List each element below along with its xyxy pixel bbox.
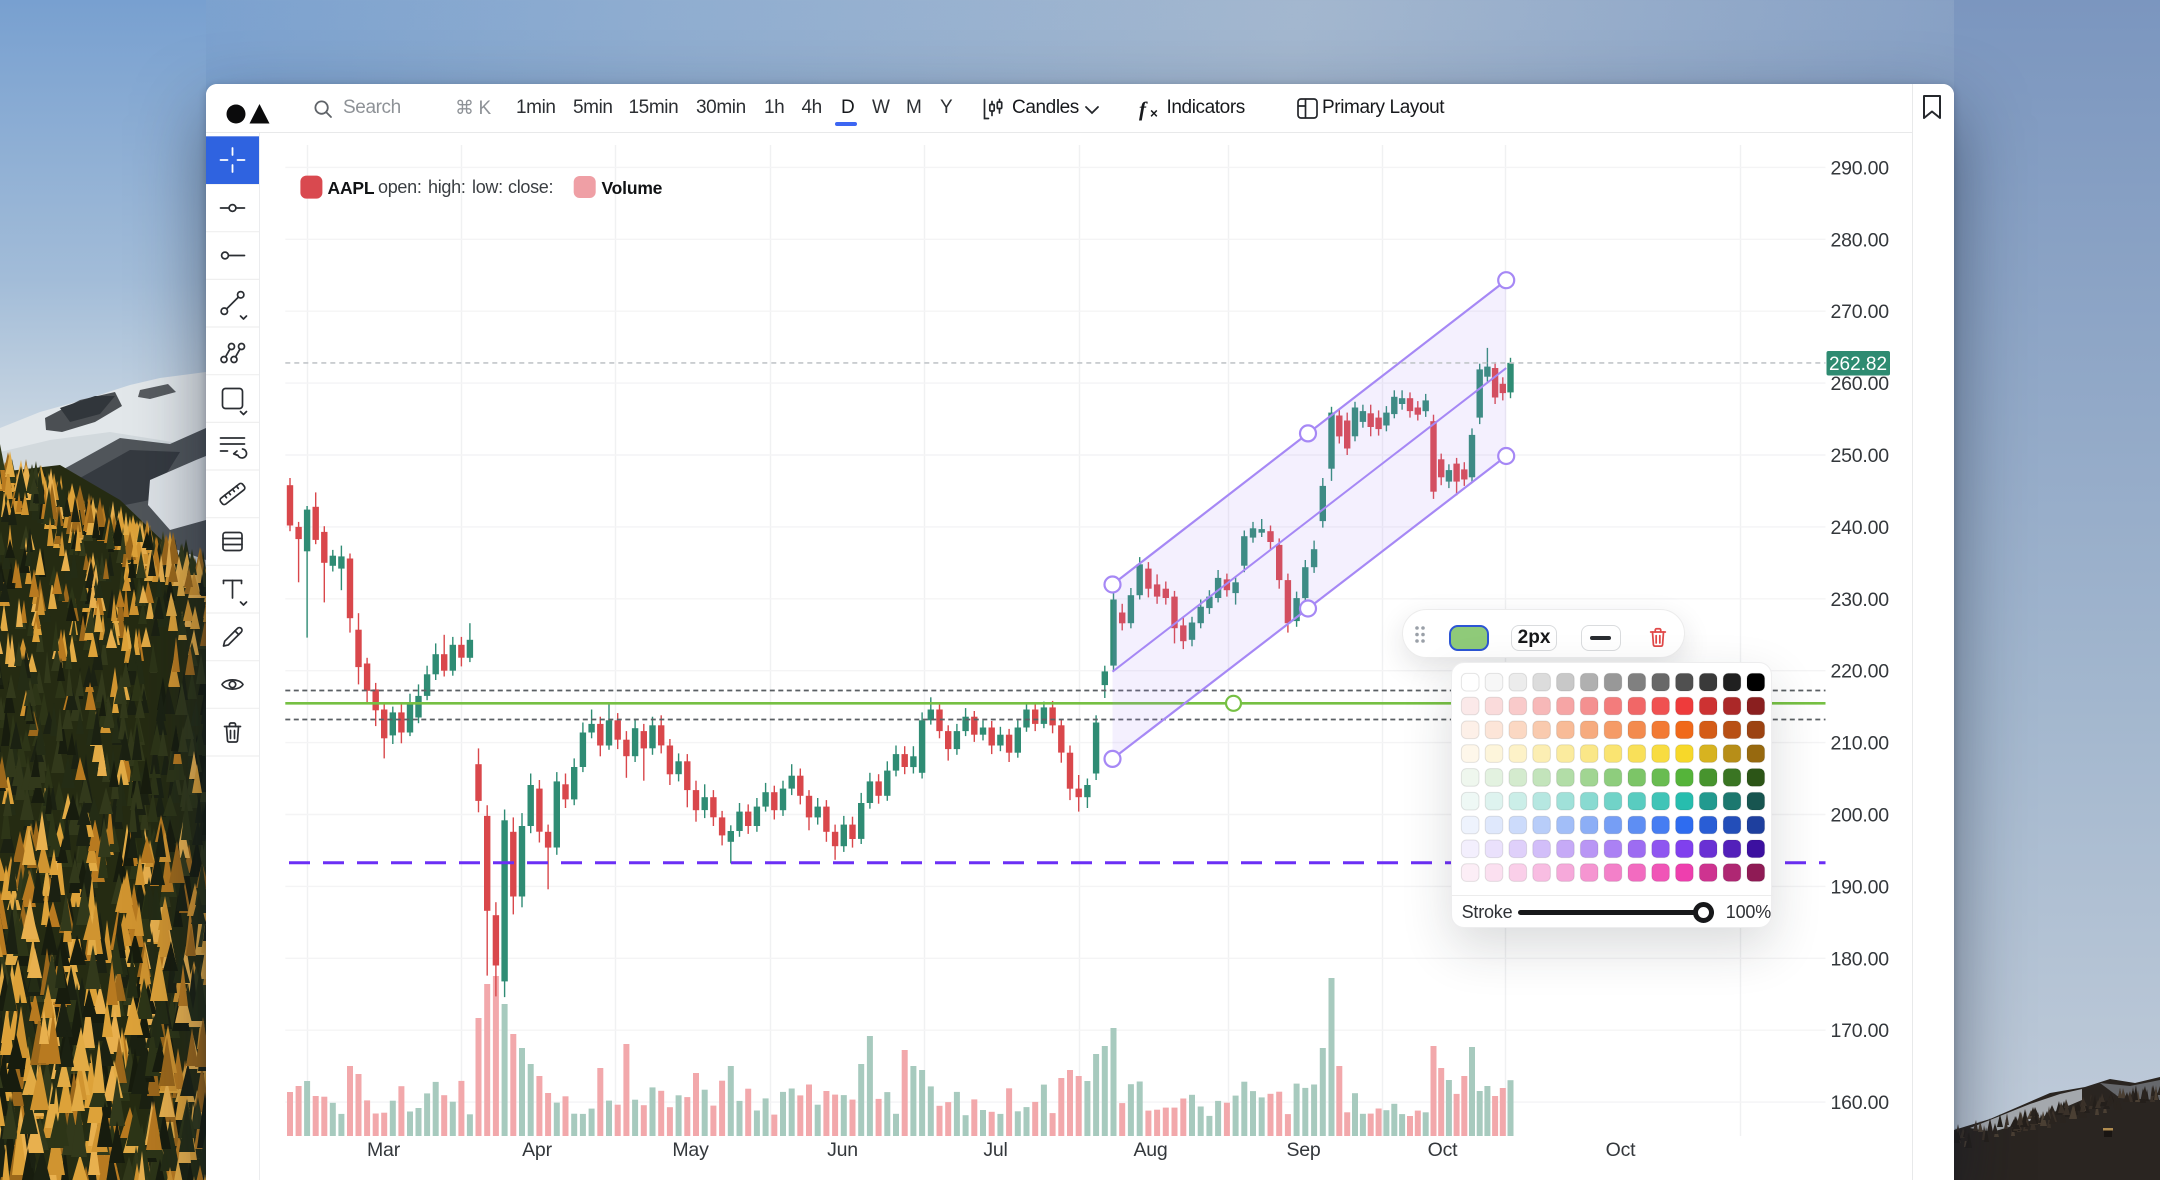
svg-text:230.00: 230.00 bbox=[1830, 589, 1889, 611]
svg-text:180.00: 180.00 bbox=[1830, 948, 1889, 970]
svg-text:Mar: Mar bbox=[367, 1139, 401, 1161]
svg-text:Aug: Aug bbox=[1133, 1139, 1167, 1161]
svg-text:250.00: 250.00 bbox=[1830, 445, 1889, 467]
svg-text:290.00: 290.00 bbox=[1830, 157, 1889, 179]
svg-text:210.00: 210.00 bbox=[1830, 733, 1889, 755]
svg-text:262.82: 262.82 bbox=[1829, 354, 1887, 375]
svg-text:220.00: 220.00 bbox=[1830, 661, 1889, 683]
svg-text:Jun: Jun bbox=[827, 1139, 858, 1161]
svg-text:high:: high: bbox=[428, 177, 466, 197]
svg-text:Oct: Oct bbox=[1606, 1139, 1637, 1161]
svg-text:open:: open: bbox=[378, 177, 422, 197]
svg-text:AAPL: AAPL bbox=[327, 178, 374, 198]
svg-text:280.00: 280.00 bbox=[1830, 229, 1889, 251]
svg-text:low:: low: bbox=[472, 177, 503, 197]
svg-text:Sep: Sep bbox=[1286, 1139, 1320, 1161]
svg-text:170.00: 170.00 bbox=[1830, 1020, 1889, 1042]
svg-text:May: May bbox=[672, 1139, 709, 1161]
svg-text:260.00: 260.00 bbox=[1830, 373, 1889, 395]
svg-text:f: f bbox=[1139, 97, 1148, 121]
svg-text:160.00: 160.00 bbox=[1830, 1092, 1889, 1114]
svg-text:Jul: Jul bbox=[983, 1139, 1007, 1161]
svg-text:close:: close: bbox=[508, 177, 553, 197]
svg-text:200.00: 200.00 bbox=[1830, 805, 1889, 827]
svg-text:190.00: 190.00 bbox=[1830, 876, 1889, 898]
svg-text:Oct: Oct bbox=[1428, 1139, 1459, 1161]
svg-text:×: × bbox=[1150, 106, 1158, 121]
svg-text:Volume: Volume bbox=[601, 178, 662, 198]
svg-text:Apr: Apr bbox=[522, 1139, 552, 1161]
svg-text:270.00: 270.00 bbox=[1830, 301, 1889, 323]
svg-text:240.00: 240.00 bbox=[1830, 517, 1889, 539]
